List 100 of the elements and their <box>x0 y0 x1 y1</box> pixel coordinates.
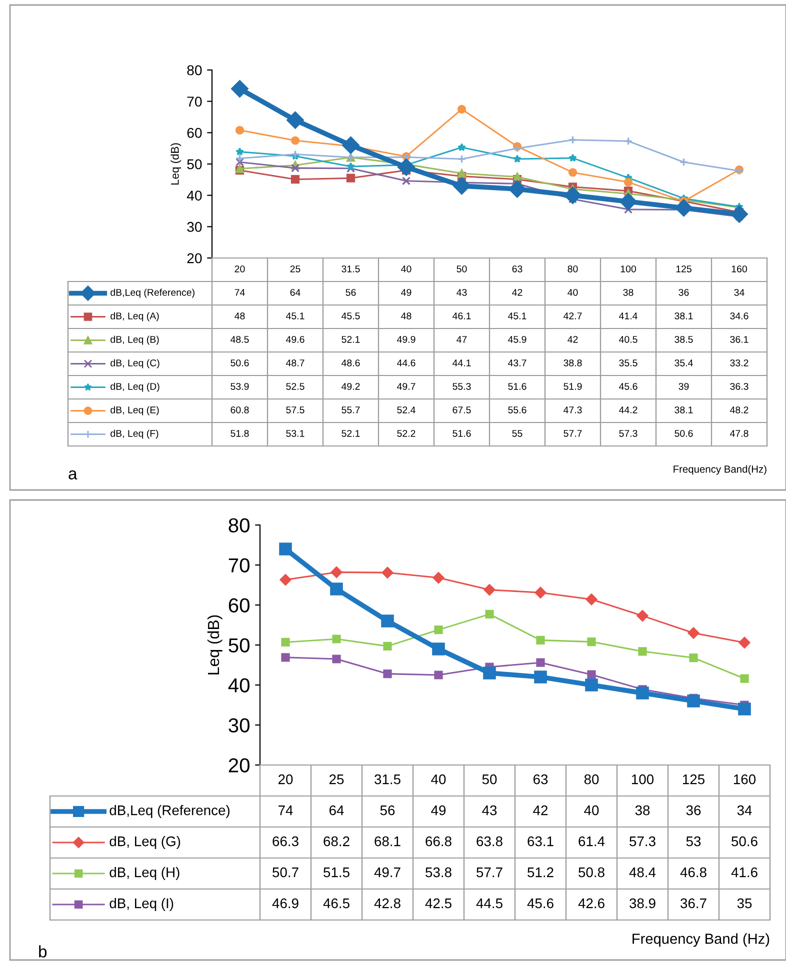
data-label: 34.6 <box>730 312 748 320</box>
data-label: 61.4 <box>578 836 605 846</box>
y-axis-title: Leq (dB) <box>170 143 182 185</box>
data-label: 64 <box>329 805 344 816</box>
data-label: 51.6 <box>452 430 471 437</box>
data-label: 44.1 <box>452 360 471 366</box>
data-label: 40 <box>584 805 599 816</box>
data-label: 49.9 <box>397 336 416 343</box>
data-label: 56 <box>346 288 356 296</box>
data-label: 53.8 <box>426 867 452 878</box>
data-label: 44.5 <box>476 898 502 908</box>
data-label: 52.5 <box>286 382 304 390</box>
data-label: 36 <box>686 805 701 816</box>
x-tick-label: 25 <box>290 265 300 272</box>
data-label: 36.3 <box>730 382 748 390</box>
x-tick-label: 100 <box>632 774 654 784</box>
data-label: 42.8 <box>374 898 400 908</box>
data-label: 67.5 <box>452 406 471 414</box>
x-tick-label: 63 <box>533 774 548 784</box>
legend-label: dB, Leq (H) <box>110 867 180 880</box>
data-label: 45.1 <box>286 312 304 320</box>
data-label: 68.2 <box>324 836 350 846</box>
data-label: 57.7 <box>564 430 582 437</box>
data-label: 49.2 <box>342 382 360 390</box>
data-label: 48.6 <box>342 359 360 366</box>
data-label: 52.4 <box>397 406 416 414</box>
x-axis-title: Frequency Band(Hz) <box>674 465 766 475</box>
data-label: 49.6 <box>286 336 304 343</box>
data-label: 43.7 <box>508 359 526 366</box>
y-tick-label: 40 <box>186 190 202 201</box>
text: a <box>68 470 78 480</box>
data-label: 35 <box>737 898 752 908</box>
data-label: 74 <box>234 289 245 296</box>
data-label: 51.2 <box>528 867 554 878</box>
data-label: 63.8 <box>476 836 502 846</box>
data-label: 47 <box>456 336 467 343</box>
x-tick-label: 125 <box>676 265 692 272</box>
data-label: 43 <box>482 805 497 816</box>
data-label: 42 <box>512 288 522 296</box>
data-label: 38.5 <box>674 336 693 343</box>
y-tick-label: 50 <box>187 159 202 170</box>
data-label: 68.1 <box>374 836 400 846</box>
legend-label: dB, Leq (F) <box>110 430 158 439</box>
y-axis-title: Leq (dB) <box>207 615 222 674</box>
x-tick-label: 50 <box>482 774 497 784</box>
x-tick-label: 31.5 <box>342 265 360 272</box>
data-label: 36.1 <box>730 336 748 343</box>
data-label: 50.6 <box>674 430 693 437</box>
data-label: 57.7 <box>476 868 502 878</box>
data-label: 41.6 <box>731 867 758 878</box>
x-tick-label: 40 <box>431 774 446 784</box>
y-tick-label: 20 <box>187 253 202 264</box>
data-label: 55.3 <box>452 382 471 390</box>
legend-label: dB, Leq (I) <box>110 898 174 911</box>
x-tick-label: 50 <box>456 265 467 272</box>
y-tick-label: 40 <box>228 678 250 692</box>
data-label: 66.8 <box>426 836 452 846</box>
data-label: 63.1 <box>528 836 554 846</box>
x-tick-label: 100 <box>620 265 636 272</box>
y-tick-label: 30 <box>228 718 250 732</box>
legend-label: dB, Leq (A) <box>110 312 159 322</box>
data-label: 42.7 <box>564 312 582 320</box>
data-label: 46.8 <box>680 867 706 878</box>
y-tick-label: 70 <box>228 558 250 572</box>
y-tick-label: 30 <box>187 222 202 232</box>
y-tick-label: 50 <box>228 638 250 652</box>
data-label: 46.1 <box>452 312 471 320</box>
data-label: 36 <box>678 288 689 296</box>
x-tick-label: 63 <box>512 265 522 272</box>
data-label: 55.6 <box>508 406 526 414</box>
data-label: 49 <box>401 288 412 296</box>
data-label: 56 <box>380 805 395 816</box>
x-tick-label: 20 <box>278 774 293 784</box>
y-tick-label: 20 <box>228 758 250 772</box>
x-tick-label: 40 <box>401 265 412 272</box>
data-label: 53.9 <box>230 382 249 390</box>
data-label: 40.5 <box>619 336 638 343</box>
data-label: 45.5 <box>342 312 360 320</box>
data-label: 51.8 <box>230 430 249 437</box>
x-tick-label: 80 <box>568 265 578 272</box>
data-label: 41.4 <box>619 312 638 320</box>
data-label: 53.1 <box>286 430 304 437</box>
data-label: 50.6 <box>230 359 249 366</box>
data-label: 38.1 <box>674 312 693 320</box>
data-label: 48.5 <box>230 336 249 343</box>
data-label: 36.7 <box>680 898 706 908</box>
x-tick-label: 160 <box>734 774 756 784</box>
data-label: 55 <box>512 430 522 437</box>
data-label: 33.2 <box>730 359 748 366</box>
data-label: 52.2 <box>397 430 416 437</box>
data-label: 49.7 <box>374 867 400 878</box>
x-tick-label: 80 <box>584 774 599 784</box>
data-label: 47.3 <box>564 406 582 414</box>
data-label: 51.5 <box>324 868 350 878</box>
data-label: 50.7 <box>272 867 298 878</box>
data-label: 52.1 <box>342 430 360 437</box>
data-label: 45.1 <box>508 312 526 320</box>
data-label: 44.2 <box>619 406 638 414</box>
data-label: 38.8 <box>564 359 582 366</box>
data-label: 57.3 <box>619 430 638 437</box>
